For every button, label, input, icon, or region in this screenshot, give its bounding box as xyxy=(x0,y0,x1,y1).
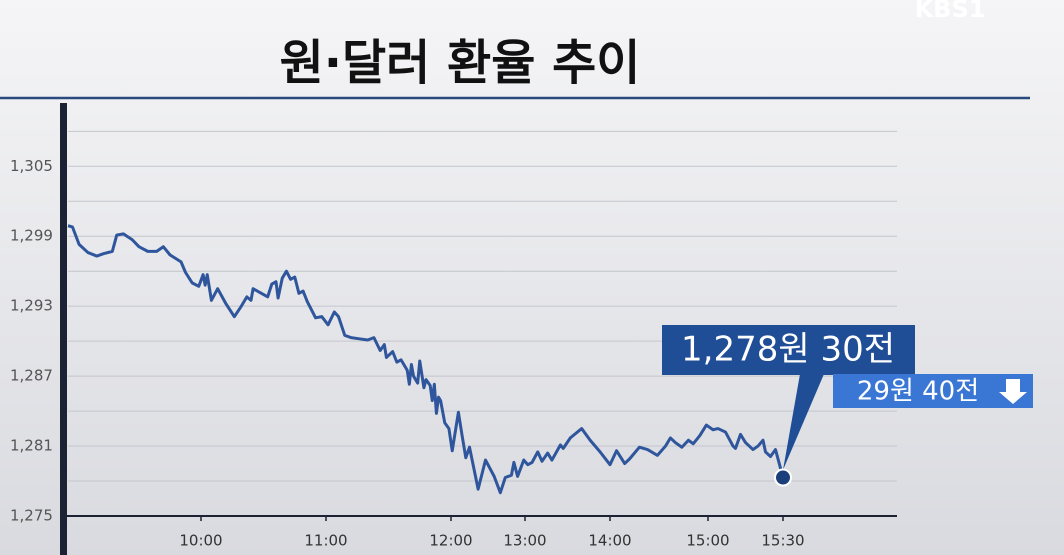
x-tick-label: 10:00 xyxy=(179,532,222,550)
close-point xyxy=(774,468,792,487)
callout: 1,278원 30전 29원 40전 xyxy=(662,325,1033,470)
y-tick-label: 1,281 xyxy=(10,437,53,455)
x-tick-label: 14:00 xyxy=(588,532,631,550)
y-axis xyxy=(60,103,67,555)
x-tick-label: 13:00 xyxy=(503,532,546,550)
chart-title: 원·달러 환율 추이 xyxy=(280,35,641,91)
y-tick-label: 1,293 xyxy=(10,297,53,315)
x-tick-label: 15:30 xyxy=(761,532,804,550)
x-tick-label: 11:00 xyxy=(304,532,347,550)
callout-pointer xyxy=(783,374,824,470)
change-box xyxy=(833,374,1033,408)
y-tick-label: 1,299 xyxy=(10,227,53,245)
y-tick-label: 1,287 xyxy=(10,367,53,385)
change-label: 29원 40전 xyxy=(857,377,979,407)
close-label: 1,278원 30전 xyxy=(681,330,895,370)
callout-box xyxy=(662,325,915,375)
down-arrow xyxy=(999,379,1027,404)
y-tick-label: 1,275 xyxy=(10,507,53,525)
x-tick-label: 12:00 xyxy=(429,532,472,550)
x-tick-label: 15:00 xyxy=(686,532,729,550)
price-line xyxy=(67,224,785,495)
y-tick-label: 1,305 xyxy=(10,157,53,175)
logo: KBS1 xyxy=(915,0,986,23)
